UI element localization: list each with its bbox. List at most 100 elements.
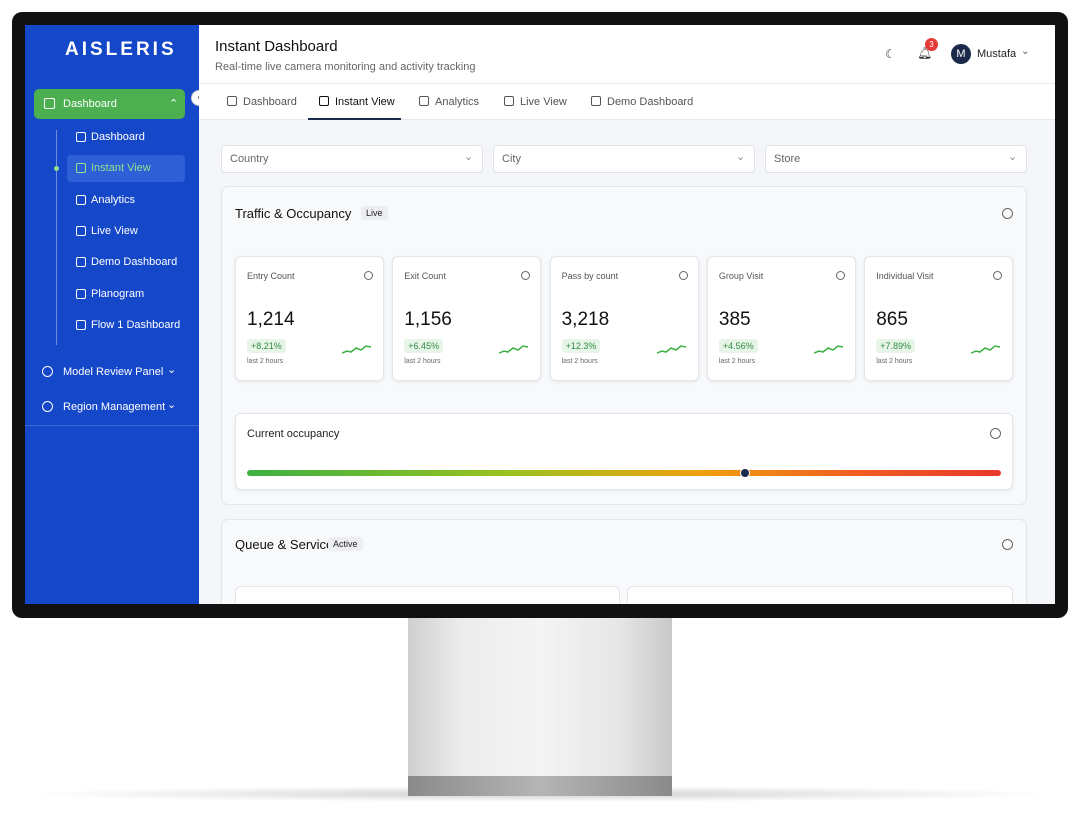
icon bbox=[42, 401, 53, 412]
sparkline bbox=[342, 345, 372, 354]
stand bbox=[408, 616, 672, 796]
occupancy-title: Current occupancy bbox=[247, 428, 340, 440]
stat-value: 1,156 bbox=[404, 309, 452, 330]
filter-placeholder: Country bbox=[230, 153, 269, 165]
theme-toggle[interactable]: ☾ bbox=[885, 47, 896, 61]
filter-select[interactable]: Country ⌄ bbox=[221, 145, 483, 173]
filter-placeholder: Store bbox=[774, 153, 801, 165]
sidebar-item-label: Dashboard bbox=[91, 131, 145, 143]
stat-card: Entry Count 1,214 +8.21% last 2 hours bbox=[235, 256, 384, 381]
sidebar-group[interactable]: Model Review Panel ⌄ bbox=[39, 360, 189, 384]
stat-change: +6.45% bbox=[404, 339, 444, 353]
chevron: ⌃ bbox=[169, 98, 179, 110]
traffic-badge: Live bbox=[361, 206, 388, 220]
stat-change: +12.3% bbox=[561, 339, 601, 353]
info-icon[interactable] bbox=[521, 271, 531, 280]
icon bbox=[76, 132, 86, 142]
stat-label: Exit Count bbox=[404, 271, 446, 281]
stat-card: Group Visit 385 +4.56% last 2 hours bbox=[706, 256, 856, 381]
tab[interactable]: Dashboard bbox=[221, 84, 303, 120]
sidebar-item[interactable]: Live View bbox=[67, 218, 185, 245]
user-chevron: ⌄ bbox=[1021, 46, 1030, 57]
sidebar-main[interactable]: Dashboard ⌃ bbox=[34, 89, 185, 119]
chevron: ⌄ bbox=[167, 364, 177, 376]
sparkline bbox=[971, 345, 1001, 354]
header-subtitle: Real-time live camera monitoring and act… bbox=[215, 61, 476, 73]
sparkline bbox=[656, 345, 686, 354]
chevron: ⌄ bbox=[736, 151, 746, 163]
chevron: ⌄ bbox=[167, 399, 177, 411]
stat-change: +8.21% bbox=[247, 339, 286, 353]
brand: AISLERIS bbox=[65, 39, 177, 60]
filter-select[interactable]: City ⌄ bbox=[493, 145, 755, 173]
avatar[interactable]: M bbox=[951, 44, 971, 64]
sidebar: AISLERIS Dashboard ⌃ Dashboard Instant Vi… bbox=[25, 25, 199, 604]
sidebar-item[interactable]: Demo Dashboard bbox=[67, 249, 185, 276]
tab[interactable]: Demo Dashboard bbox=[585, 84, 699, 120]
tab[interactable]: Instant View bbox=[308, 84, 401, 120]
tab-label: Dashboard bbox=[243, 96, 297, 108]
header-title: Instant Dashboard bbox=[215, 38, 338, 55]
stat-period: last 2 hours bbox=[247, 358, 284, 365]
occupancy-bar bbox=[247, 468, 1001, 478]
info-icon[interactable] bbox=[678, 271, 688, 280]
info-icon[interactable] bbox=[835, 271, 845, 280]
sidebar-item-label: Demo Dashboard bbox=[91, 256, 178, 269]
info-icon[interactable] bbox=[364, 271, 373, 280]
stat-label: Pass by count bbox=[561, 271, 619, 281]
sidebar-item-label: Flow 1 Dashboard bbox=[91, 318, 181, 331]
sidebar-item[interactable]: Planogram bbox=[67, 281, 185, 308]
icon bbox=[76, 288, 86, 299]
info-icon[interactable] bbox=[990, 428, 1001, 439]
icon bbox=[504, 96, 514, 106]
stat-period: last 2 hours bbox=[404, 358, 441, 365]
sidebar-main-label: Dashboard bbox=[63, 98, 117, 110]
separator bbox=[25, 425, 199, 426]
stat-change: +7.89% bbox=[876, 339, 915, 353]
info-icon[interactable] bbox=[993, 271, 1003, 280]
stat-card: Pass by count 3,218 +12.3% last 2 hours bbox=[549, 256, 699, 381]
tab[interactable]: Live View bbox=[498, 84, 573, 120]
sidebar-item[interactable]: Flow 1 Dashboard bbox=[67, 312, 185, 339]
tab-label: Demo Dashboard bbox=[607, 96, 694, 108]
sidebar-item-label: Instant View bbox=[91, 162, 151, 175]
filter-select[interactable]: Store ⌄ bbox=[765, 145, 1027, 173]
occupancy-card bbox=[235, 413, 1013, 490]
stat-value: 3,218 bbox=[561, 309, 610, 330]
stat-value: 385 bbox=[718, 309, 751, 330]
stat-period: last 2 hours bbox=[718, 358, 756, 365]
sidebar-item[interactable]: Instant View bbox=[67, 155, 185, 183]
icon bbox=[76, 194, 86, 205]
stand-base bbox=[408, 776, 672, 796]
stat-label: Individual Visit bbox=[876, 271, 934, 281]
screen: AISLERIS Dashboard ⌃ Dashboard Instant Vi… bbox=[25, 25, 1055, 604]
traffic-title: Traffic & Occupancy bbox=[235, 206, 352, 221]
icon bbox=[76, 257, 86, 268]
user-name[interactable]: Mustafa bbox=[977, 48, 1017, 60]
icon bbox=[419, 96, 429, 106]
tab-bar: Dashboard Instant View Analytics Live View D… bbox=[199, 84, 1055, 120]
stat-label: Entry Count bbox=[247, 271, 295, 281]
info-icon[interactable] bbox=[1002, 208, 1013, 219]
tab[interactable]: Analytics bbox=[413, 84, 485, 120]
icon bbox=[76, 319, 86, 330]
occupancy-marker bbox=[739, 468, 750, 478]
sidebar-group-label: Region Management bbox=[63, 401, 166, 413]
sparkline bbox=[499, 345, 529, 354]
chevron: ⌄ bbox=[1008, 151, 1018, 163]
sparkline bbox=[813, 345, 844, 354]
sidebar-item[interactable]: Analytics bbox=[67, 187, 185, 214]
info-icon[interactable] bbox=[1002, 539, 1013, 550]
tab-label: Analytics bbox=[435, 96, 480, 108]
header: Instant Dashboard Real-time live camera … bbox=[199, 25, 1055, 84]
stat-value: 1,214 bbox=[247, 309, 295, 330]
icon bbox=[42, 366, 53, 377]
sidebar-item[interactable]: Dashboard bbox=[67, 124, 185, 151]
chevron: ⌄ bbox=[464, 151, 474, 163]
notification-badge: 3 bbox=[925, 38, 938, 51]
icon bbox=[591, 96, 601, 106]
tree-line bbox=[56, 130, 57, 345]
sidebar-group[interactable]: Region Management ⌄ bbox=[39, 395, 189, 419]
icon bbox=[76, 163, 86, 174]
